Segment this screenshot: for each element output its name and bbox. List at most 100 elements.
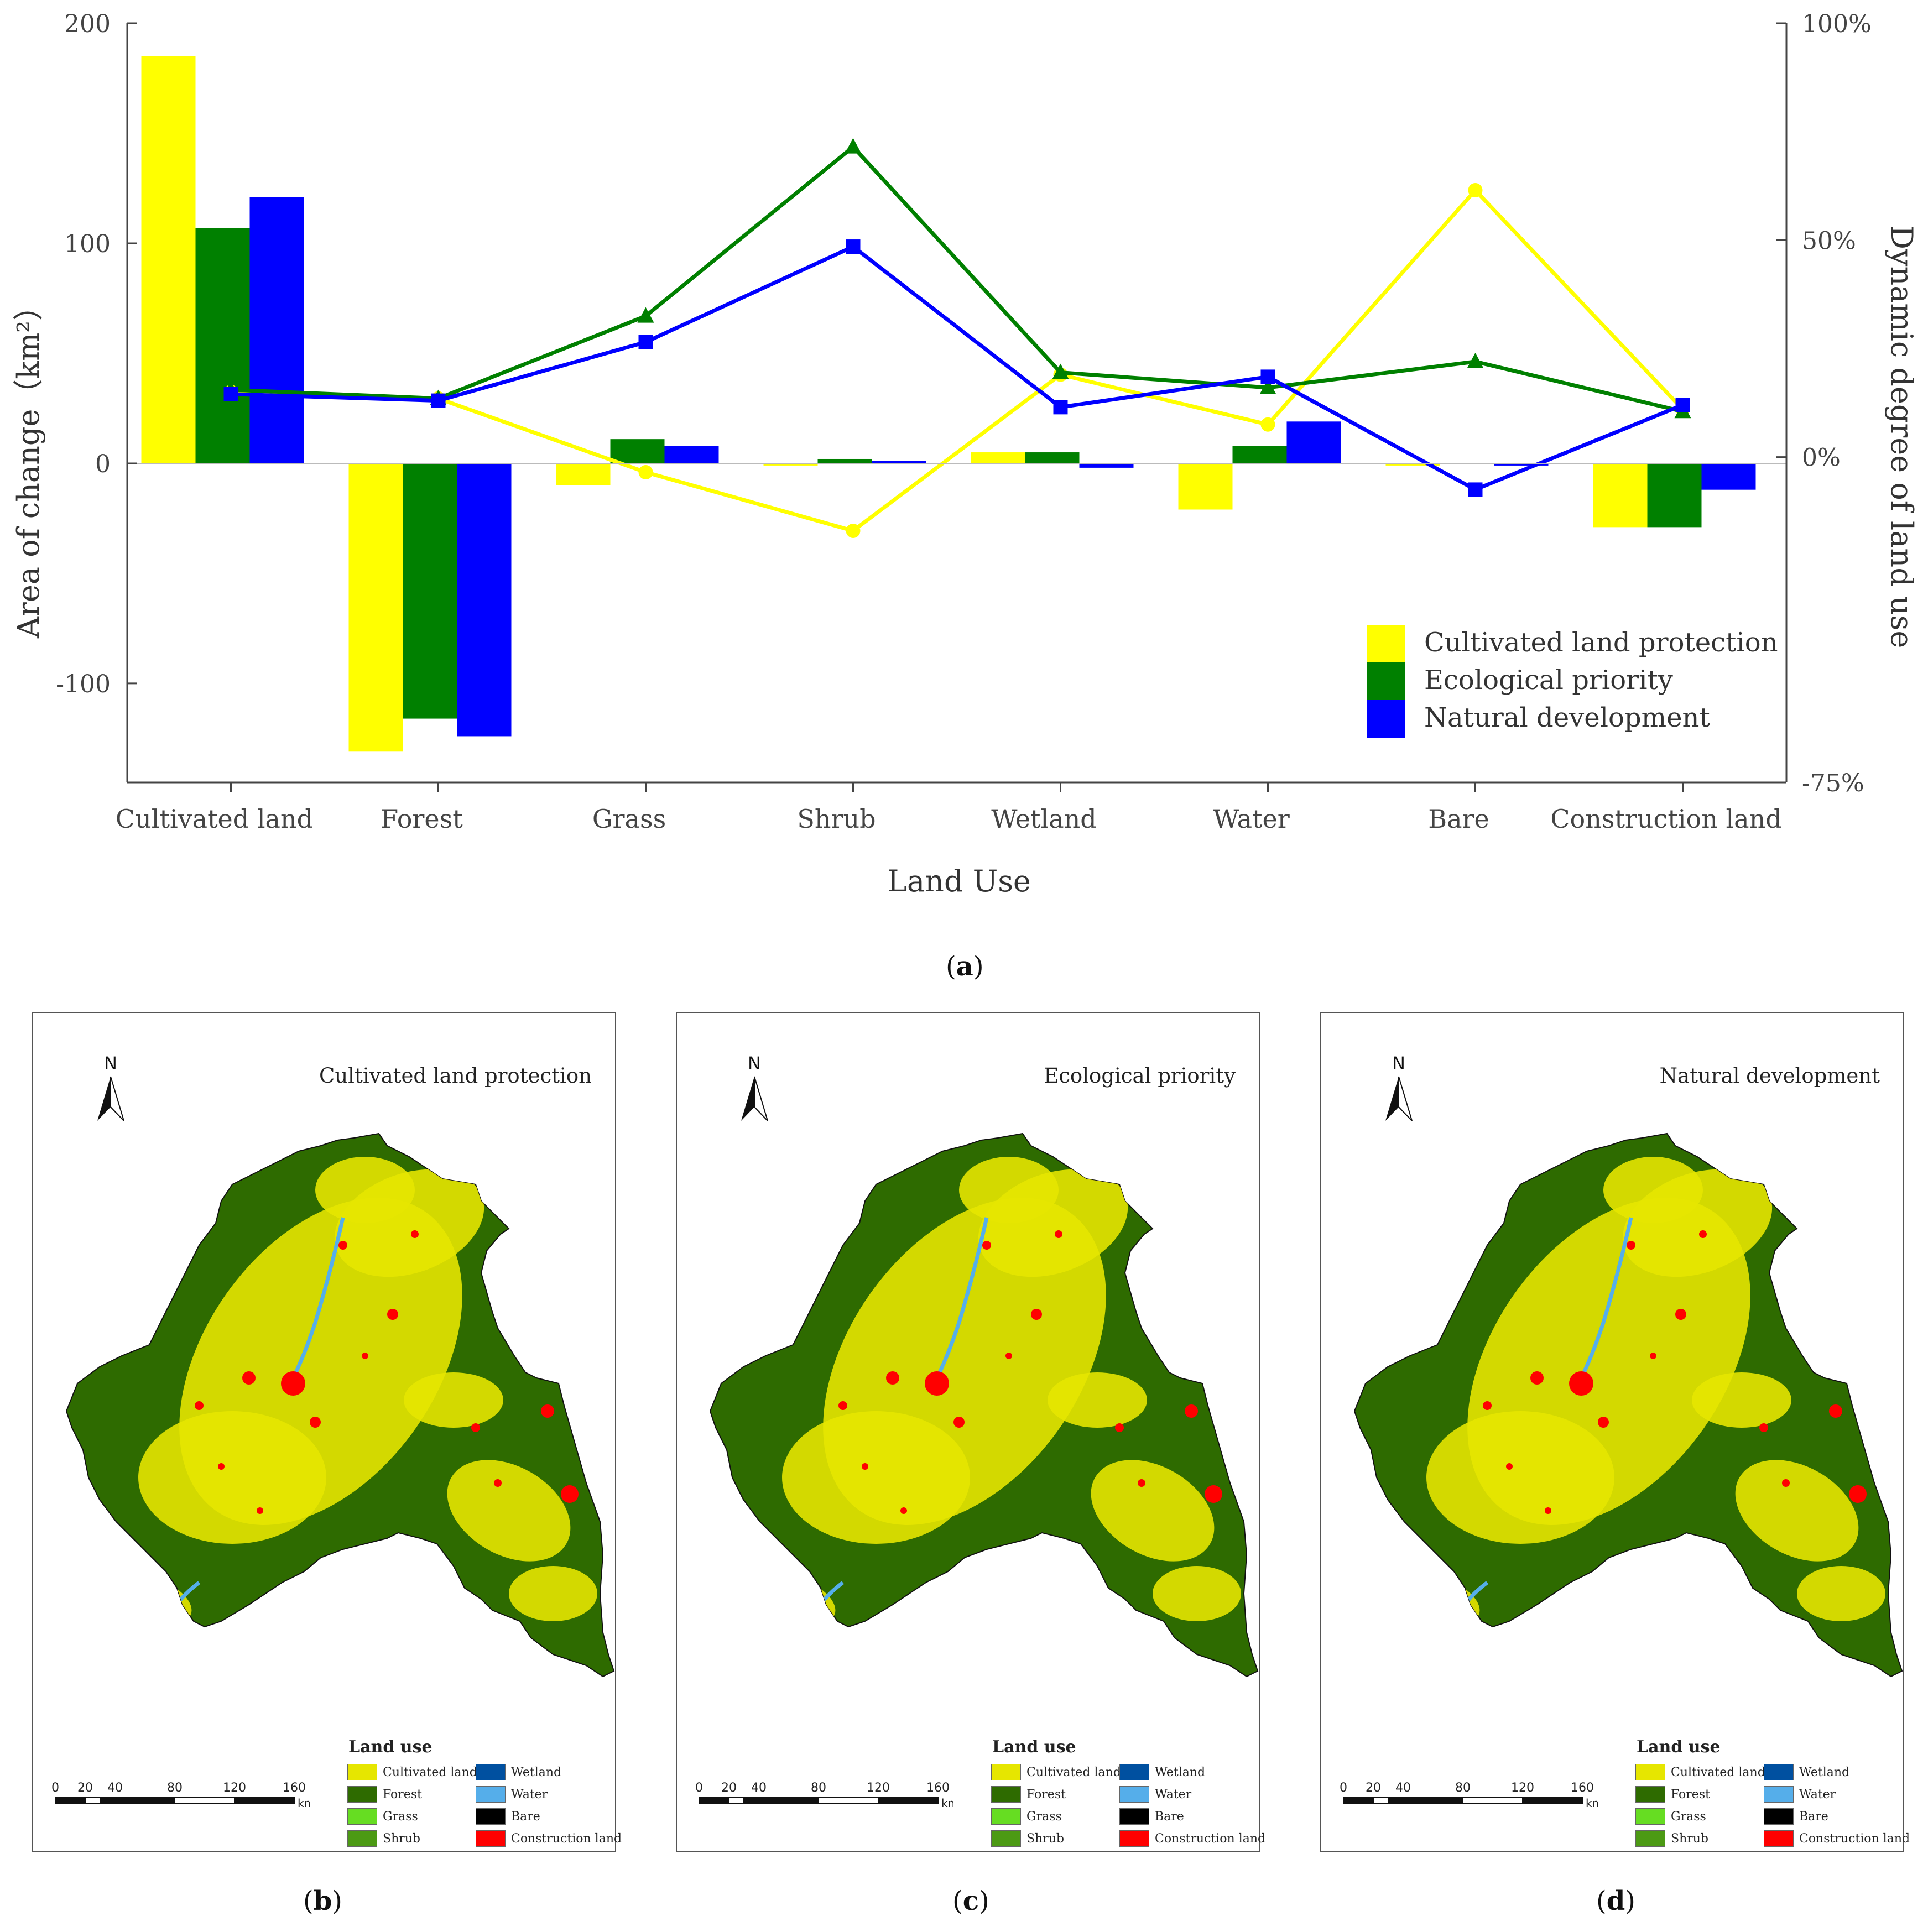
construction-area xyxy=(411,1230,419,1238)
north-arrow-icon: N xyxy=(738,1052,771,1124)
bar-2-forest xyxy=(403,463,457,719)
legend-swatch xyxy=(991,1764,1021,1780)
legend-item: Grass xyxy=(991,1808,1062,1825)
construction-area xyxy=(541,1404,554,1418)
marker-2-3 xyxy=(637,307,654,323)
x-tick-label: Grass xyxy=(592,804,666,834)
legend-label: Cultivated land xyxy=(1026,1765,1121,1779)
construction-area xyxy=(1185,1404,1198,1418)
legend-label: Water xyxy=(1155,1787,1192,1802)
marker-3-6 xyxy=(1260,369,1275,384)
construction-area xyxy=(1627,1241,1635,1250)
map-title: Cultivated land protection xyxy=(319,1064,592,1088)
legend-label: Shrub xyxy=(1026,1831,1065,1846)
construction-area xyxy=(1138,1479,1145,1487)
construction-area xyxy=(1569,1371,1593,1396)
cultivated-area xyxy=(1048,1372,1147,1428)
legend-item: Shrub xyxy=(347,1830,420,1847)
legend-swatch-1 xyxy=(1367,625,1405,662)
svg-text:km: km xyxy=(1586,1797,1598,1810)
cultivated-area xyxy=(1091,1460,1215,1562)
legend-item: Cultivated land xyxy=(991,1764,1121,1780)
legend-label: Construction land xyxy=(1155,1831,1266,1846)
legend-swatch xyxy=(347,1808,377,1825)
map-legend-title: Land use xyxy=(348,1737,433,1757)
legend-swatch-2 xyxy=(1367,662,1405,700)
legend-swatch xyxy=(1764,1830,1794,1847)
marker-1-7 xyxy=(1468,183,1483,198)
marker-3-2 xyxy=(431,393,446,408)
legend-label: Forest xyxy=(1026,1787,1066,1802)
legend-swatch xyxy=(991,1786,1021,1803)
legend-item: Water xyxy=(1764,1786,1836,1803)
legend-swatch-3 xyxy=(1367,700,1405,738)
legend-swatch xyxy=(1635,1764,1665,1780)
construction-area xyxy=(387,1309,398,1320)
legend-item: Water xyxy=(476,1786,548,1803)
north-arrow-icon: N xyxy=(94,1052,127,1124)
legend-label: Forest xyxy=(383,1787,422,1802)
legend-swatch xyxy=(347,1786,377,1803)
cultivated-area xyxy=(1797,1566,1885,1621)
x-tick-label: Bare xyxy=(1428,804,1489,834)
legend-swatch xyxy=(1764,1808,1794,1825)
svg-text:20: 20 xyxy=(1366,1781,1381,1795)
marker-2-5 xyxy=(1052,363,1069,379)
bar-3-grass xyxy=(664,446,719,463)
bar-3-wetland xyxy=(1079,463,1134,468)
map-panel-d: Natural development N Land use Cultivated l… xyxy=(1320,1012,1910,1852)
construction-area xyxy=(1829,1404,1842,1418)
legend-item: Bare xyxy=(1764,1808,1828,1825)
legend-label: Wetland xyxy=(1799,1765,1850,1779)
marker-1-4 xyxy=(846,523,861,538)
svg-text:120: 120 xyxy=(1511,1781,1534,1795)
legend-swatch xyxy=(1764,1764,1794,1780)
bar-2-wetland xyxy=(1025,452,1080,463)
svg-text:80: 80 xyxy=(811,1781,826,1795)
map-legend-title: Land use xyxy=(992,1737,1076,1757)
legend-swatch xyxy=(347,1830,377,1847)
legend-item: Water xyxy=(1119,1786,1191,1803)
bar-3-shrub xyxy=(872,461,926,463)
marker-3-1 xyxy=(223,387,238,401)
legend-item: Construction land xyxy=(1764,1830,1910,1847)
marker-3-5 xyxy=(1053,400,1068,415)
scale-bar: 0 20 40 80 120 160 km xyxy=(1338,1776,1603,1815)
bar-3-bare xyxy=(1494,463,1549,466)
legend-label: Bare xyxy=(1799,1809,1828,1824)
svg-text:80: 80 xyxy=(167,1781,183,1795)
construction-area xyxy=(257,1507,263,1514)
legend-swatch xyxy=(1635,1830,1665,1847)
x-tick-label: Forest xyxy=(381,804,463,834)
svg-text:40: 40 xyxy=(107,1781,123,1795)
svg-text:160: 160 xyxy=(283,1781,306,1795)
svg-text:km: km xyxy=(298,1797,310,1810)
construction-area xyxy=(281,1371,305,1396)
construction-area xyxy=(1530,1371,1544,1385)
legend-swatch xyxy=(1119,1808,1149,1825)
construction-area xyxy=(561,1485,579,1503)
legend-item: Cultivated land xyxy=(1635,1764,1765,1780)
map-title: Natural development xyxy=(1659,1064,1880,1088)
bar-2-cultivated-land xyxy=(195,228,250,463)
bar-2-construction-land xyxy=(1647,463,1702,528)
bar-2-water xyxy=(1232,446,1287,463)
land-use-map xyxy=(709,1132,1259,1678)
construction-area xyxy=(953,1417,965,1428)
construction-area xyxy=(218,1463,225,1470)
construction-area xyxy=(338,1241,347,1250)
legend-label: Cultivated land xyxy=(383,1765,477,1779)
construction-area xyxy=(1782,1479,1790,1487)
construction-area xyxy=(1115,1423,1124,1432)
marker-3-8 xyxy=(1675,398,1690,412)
legend-item: Forest xyxy=(991,1786,1066,1803)
svg-text:0: 0 xyxy=(51,1781,59,1795)
x-tick-label: Construction land xyxy=(1550,804,1781,834)
construction-area xyxy=(1675,1309,1686,1320)
legend-item: Bare xyxy=(1119,1808,1184,1825)
marker-3-3 xyxy=(638,335,653,349)
marker-2-6 xyxy=(1259,379,1276,395)
svg-text:160: 160 xyxy=(1571,1781,1594,1795)
line-series-2 xyxy=(231,144,1684,414)
cultivated-area xyxy=(782,1411,970,1544)
